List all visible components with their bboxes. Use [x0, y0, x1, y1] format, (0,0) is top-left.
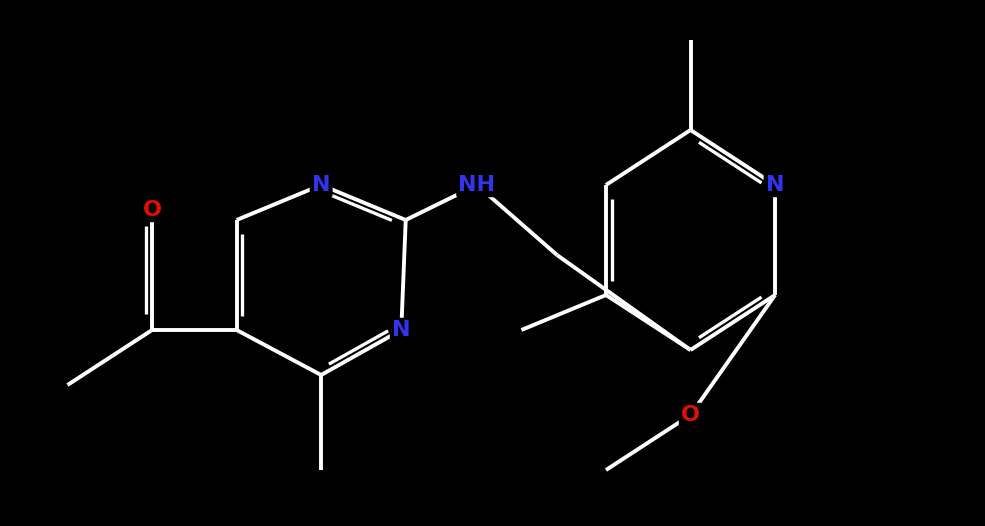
Text: O: O	[143, 200, 162, 220]
Text: N: N	[312, 175, 330, 195]
Text: N: N	[392, 320, 411, 340]
Text: NH: NH	[458, 175, 495, 195]
Text: O: O	[681, 405, 700, 425]
Text: N: N	[765, 175, 784, 195]
